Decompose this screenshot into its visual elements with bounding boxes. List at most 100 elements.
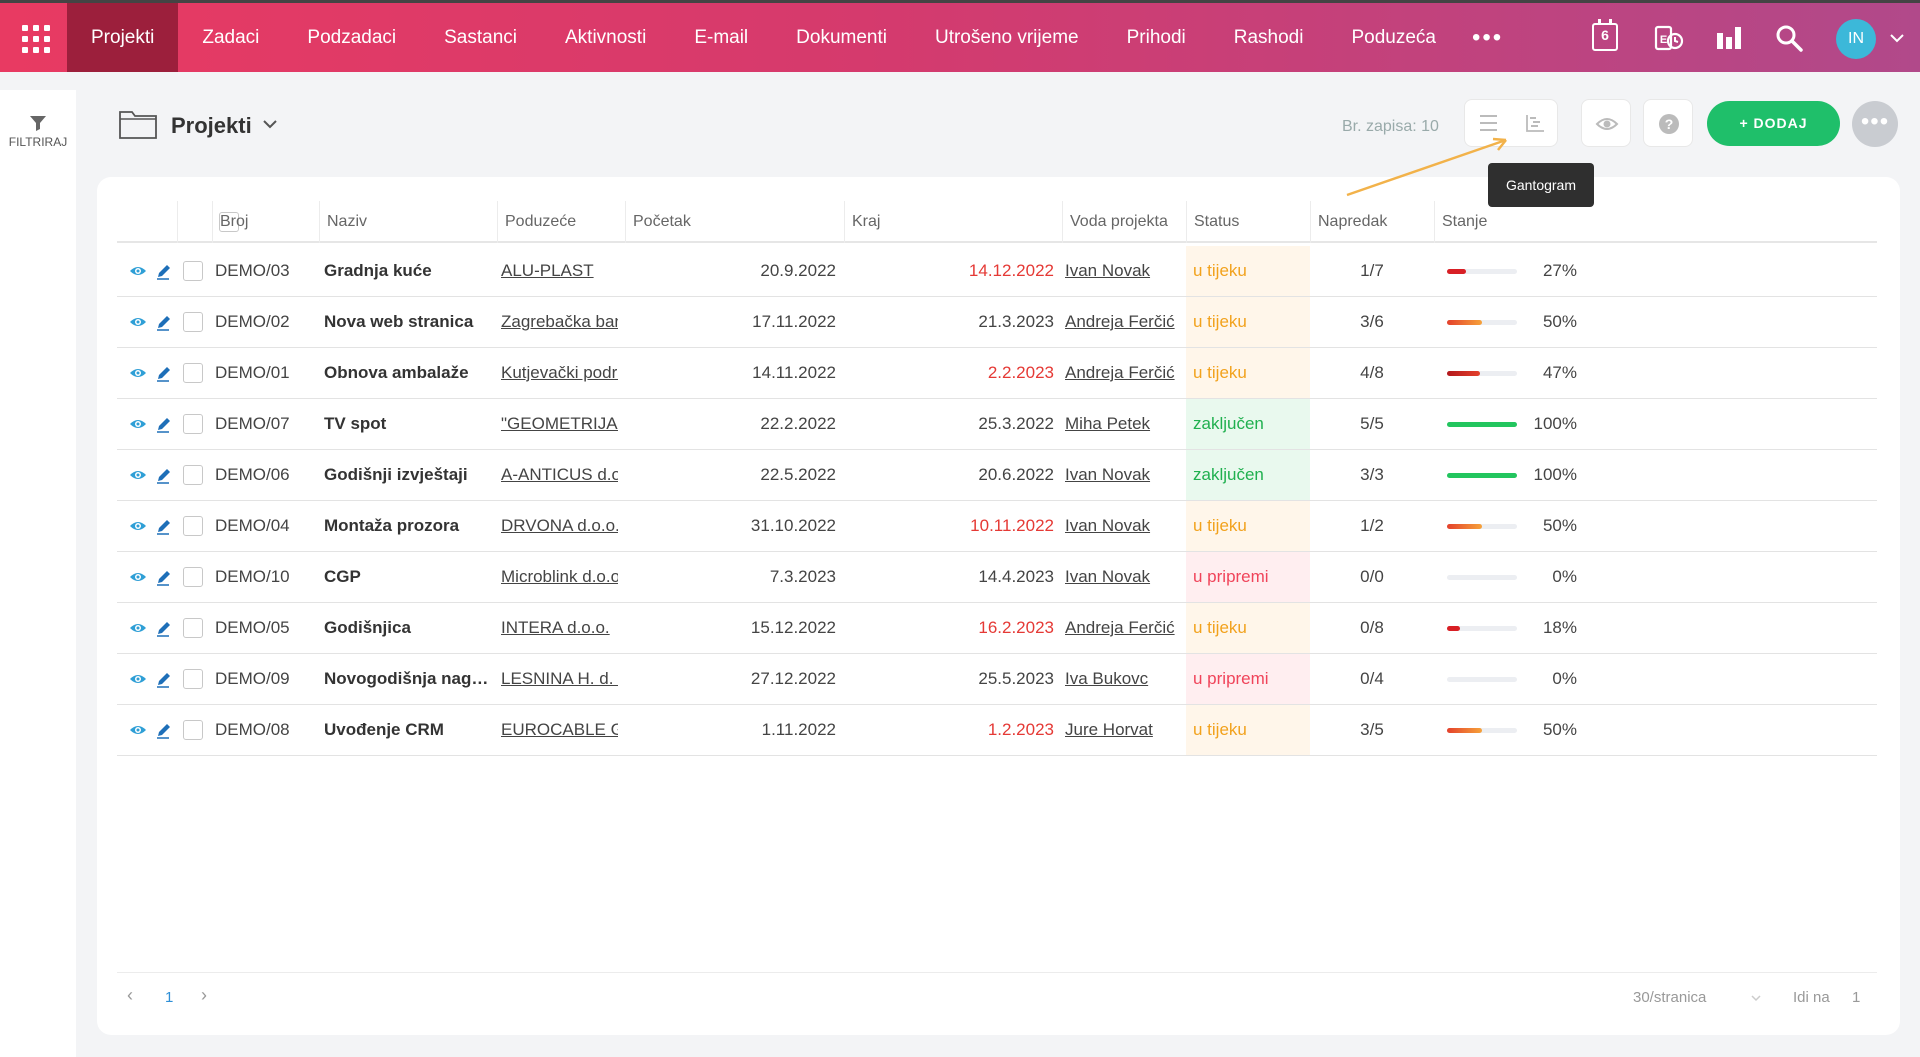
search-icon[interactable]	[1774, 23, 1804, 53]
column-header-3[interactable]: Početak	[625, 201, 844, 243]
column-header-5[interactable]: Voda projekta	[1062, 201, 1186, 243]
row-checkbox[interactable]	[183, 363, 203, 383]
edit-pencil-icon[interactable]	[155, 466, 171, 484]
column-header-6[interactable]: Status	[1186, 201, 1310, 243]
nav-item-3[interactable]: Sastanci	[444, 27, 517, 48]
cell-voda[interactable]: Andreja Ferčić	[1065, 618, 1175, 637]
view-options-button[interactable]	[1581, 99, 1631, 147]
table-row[interactable]: DEMO/03 Gradnja kuće ALU-PLAST 20.9.2022…	[117, 246, 1877, 297]
apps-grid-icon[interactable]	[22, 25, 50, 53]
cell-poduzece[interactable]: ALU-PLAST	[501, 261, 594, 280]
column-header-2[interactable]: Poduzeće	[497, 201, 625, 243]
row-checkbox[interactable]	[183, 618, 203, 638]
view-eye-icon[interactable]	[129, 619, 147, 637]
row-checkbox[interactable]	[183, 516, 203, 536]
current-page[interactable]: 1	[165, 989, 174, 1006]
nav-item-4[interactable]: Aktivnosti	[565, 27, 647, 48]
title-chevron-down-icon[interactable]	[262, 118, 278, 130]
view-eye-icon[interactable]	[129, 466, 147, 484]
cell-voda[interactable]: Jure Horvat	[1065, 720, 1153, 739]
user-avatar[interactable]: IN	[1836, 19, 1876, 59]
nav-item-5[interactable]: E-mail	[694, 27, 749, 48]
view-eye-icon[interactable]	[129, 721, 147, 739]
cell-poduzece[interactable]: LESNINA H. d. o.	[501, 669, 618, 688]
table-row[interactable]: DEMO/08 Uvođenje CRM EUROCABLE GR( 1.11.…	[117, 705, 1877, 756]
chevron-down-icon[interactable]	[1890, 33, 1904, 43]
prev-page-button[interactable]: ‹	[127, 985, 133, 1005]
column-header-1[interactable]: Naziv	[319, 201, 497, 243]
table-row[interactable]: DEMO/02 Nova web stranica Zagrebačka ban…	[117, 297, 1877, 348]
cell-voda[interactable]: Andreja Ferčić	[1065, 312, 1175, 331]
cell-voda[interactable]: Ivan Novak	[1065, 567, 1151, 586]
column-header-0[interactable]: Broj	[212, 201, 319, 243]
table-row[interactable]: DEMO/04 Montaža prozora DRVONA d.o.o. 31…	[117, 501, 1877, 552]
column-header-4[interactable]: Kraj	[844, 201, 1062, 243]
edit-pencil-icon[interactable]	[155, 262, 171, 280]
nav-more-button[interactable]: •••	[1471, 24, 1504, 51]
table-row[interactable]: DEMO/06 Godišnji izvještaji A-ANTICUS d.…	[117, 450, 1877, 501]
page-title[interactable]: Projekti	[171, 113, 252, 138]
edit-pencil-icon[interactable]	[155, 517, 171, 535]
cell-poduzece[interactable]: "GEOMETRIJA"	[501, 414, 618, 433]
calendar-icon[interactable]: 6	[1592, 19, 1618, 51]
view-eye-icon[interactable]	[129, 568, 147, 586]
column-header-8[interactable]: Stanje	[1434, 201, 1554, 243]
gantt-view-button[interactable]	[1512, 100, 1559, 146]
cell-poduzece[interactable]: DRVONA d.o.o.	[501, 516, 618, 535]
nav-item-9[interactable]: Rashodi	[1233, 27, 1304, 48]
table-row[interactable]: DEMO/10 CGP Microblink d.o.o. 7.3.2023 1…	[117, 552, 1877, 603]
row-checkbox[interactable]	[183, 261, 203, 281]
nav-item-0[interactable]: Projekti	[67, 3, 179, 72]
cell-voda[interactable]: Ivan Novak	[1065, 465, 1151, 484]
view-eye-icon[interactable]	[129, 313, 147, 331]
cell-voda[interactable]: Ivan Novak	[1065, 516, 1151, 535]
cell-voda[interactable]: Andreja Ferčić	[1065, 363, 1175, 382]
edit-pencil-icon[interactable]	[155, 721, 171, 739]
view-eye-icon[interactable]	[129, 262, 147, 280]
reports-chart-icon[interactable]	[1714, 23, 1744, 53]
edit-pencil-icon[interactable]	[155, 619, 171, 637]
goto-input[interactable]: 1	[1852, 989, 1861, 1006]
nav-item-8[interactable]: Prihodi	[1126, 27, 1186, 48]
outlook-calendar-icon[interactable]: E	[1654, 23, 1684, 53]
nav-item-6[interactable]: Dokumenti	[796, 27, 887, 48]
row-checkbox[interactable]	[183, 465, 203, 485]
row-checkbox[interactable]	[183, 720, 203, 740]
cell-poduzece[interactable]: Kutjevački podru	[501, 363, 618, 382]
cell-poduzece[interactable]: Microblink d.o.o.	[501, 567, 618, 586]
help-button[interactable]: ?	[1643, 99, 1693, 147]
more-options-button[interactable]: •••	[1852, 101, 1898, 147]
table-row[interactable]: DEMO/07 TV spot "GEOMETRIJA" 22.2.2022 2…	[117, 399, 1877, 450]
cell-voda[interactable]: Iva Bukovc	[1065, 669, 1149, 688]
edit-pencil-icon[interactable]	[155, 364, 171, 382]
edit-pencil-icon[interactable]	[155, 313, 171, 331]
nav-item-1[interactable]: Zadaci	[202, 27, 260, 48]
nav-item-10[interactable]: Poduzeća	[1351, 27, 1436, 48]
cell-poduzece[interactable]: Zagrebačka bank	[501, 312, 618, 331]
next-page-button[interactable]: ›	[201, 985, 207, 1005]
list-view-button[interactable]	[1465, 100, 1512, 146]
edit-pencil-icon[interactable]	[155, 670, 171, 688]
nav-item-7[interactable]: Utrošeno vrijeme	[934, 27, 1079, 48]
view-eye-icon[interactable]	[129, 670, 147, 688]
edit-pencil-icon[interactable]	[155, 415, 171, 433]
add-button[interactable]: + DODAJ	[1707, 101, 1840, 146]
cell-poduzece[interactable]: A-ANTICUS d.o.o	[501, 465, 618, 484]
view-eye-icon[interactable]	[129, 364, 147, 382]
select-all-checkbox[interactable]	[219, 212, 239, 232]
row-checkbox[interactable]	[183, 414, 203, 434]
cell-poduzece[interactable]: EUROCABLE GR(	[501, 720, 618, 739]
nav-item-2[interactable]: Podzadaci	[307, 27, 397, 48]
row-checkbox[interactable]	[183, 669, 203, 689]
view-eye-icon[interactable]	[129, 517, 147, 535]
table-row[interactable]: DEMO/09 Novogodišnja nagrad... LESNINA H…	[117, 654, 1877, 705]
row-checkbox[interactable]	[183, 567, 203, 587]
table-row[interactable]: DEMO/05 Godišnjica INTERA d.o.o. 15.12.2…	[117, 603, 1877, 654]
table-row[interactable]: DEMO/01 Obnova ambalaže Kutjevački podru…	[117, 348, 1877, 399]
cell-poduzece[interactable]: INTERA d.o.o.	[501, 618, 610, 637]
row-checkbox[interactable]	[183, 312, 203, 332]
per-page-select[interactable]: 30/stranica	[1633, 989, 1707, 1006]
filter-button[interactable]: FILTRIRAJ	[0, 114, 76, 149]
edit-pencil-icon[interactable]	[155, 568, 171, 586]
per-page-chevron-icon[interactable]	[1751, 995, 1761, 1002]
